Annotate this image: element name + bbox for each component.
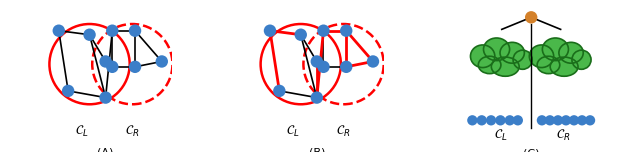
Text: $\mathcal{C}_R$: $\mathcal{C}_R$	[125, 123, 140, 139]
Point	[107, 66, 117, 68]
Ellipse shape	[483, 38, 509, 61]
Point	[130, 66, 140, 68]
Ellipse shape	[550, 57, 578, 76]
Ellipse shape	[470, 45, 495, 67]
Text: $\mathcal{C}_R$: $\mathcal{C}_R$	[336, 123, 351, 139]
Point	[341, 29, 351, 32]
Ellipse shape	[492, 57, 519, 76]
Point	[318, 29, 328, 32]
Point	[296, 33, 306, 36]
Ellipse shape	[542, 38, 568, 61]
Point	[312, 60, 322, 63]
Point	[274, 90, 284, 92]
Ellipse shape	[478, 56, 501, 74]
Point	[526, 16, 536, 19]
Point	[312, 96, 322, 99]
Point	[486, 119, 496, 122]
Ellipse shape	[513, 50, 532, 69]
Text: (B): (B)	[308, 147, 325, 152]
Point	[561, 119, 571, 122]
Point	[467, 119, 477, 122]
Point	[130, 29, 140, 32]
Text: $\mathcal{C}_R$: $\mathcal{C}_R$	[556, 128, 570, 143]
Point	[477, 119, 487, 122]
Ellipse shape	[529, 45, 554, 67]
Text: (C): (C)	[523, 148, 540, 152]
Text: (A): (A)	[97, 147, 114, 152]
Point	[341, 66, 351, 68]
Text: $\mathcal{C}_L$: $\mathcal{C}_L$	[286, 123, 300, 139]
Ellipse shape	[559, 42, 583, 63]
Point	[265, 29, 275, 32]
Point	[495, 119, 506, 122]
Point	[585, 119, 595, 122]
Point	[553, 119, 563, 122]
Ellipse shape	[537, 56, 560, 74]
Point	[318, 66, 328, 68]
Point	[157, 60, 167, 63]
Point	[63, 90, 73, 92]
Point	[513, 119, 523, 122]
Text: $\mathcal{C}_L$: $\mathcal{C}_L$	[75, 123, 88, 139]
Point	[577, 119, 587, 122]
Point	[368, 60, 378, 63]
Point	[84, 33, 95, 36]
Point	[54, 29, 64, 32]
Point	[505, 119, 515, 122]
Point	[569, 119, 579, 122]
Point	[100, 96, 111, 99]
Point	[107, 29, 117, 32]
Point	[537, 119, 547, 122]
Point	[100, 60, 111, 63]
Ellipse shape	[572, 50, 591, 69]
Point	[545, 119, 555, 122]
Ellipse shape	[500, 42, 524, 63]
Text: $\mathcal{C}_L$: $\mathcal{C}_L$	[493, 128, 508, 143]
